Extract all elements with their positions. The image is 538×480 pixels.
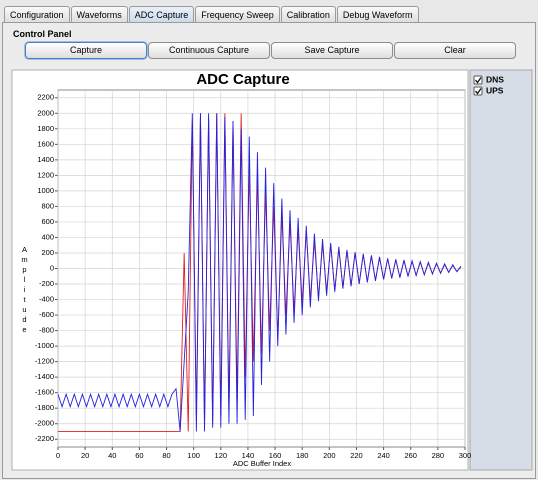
x-tick-label: 40: [108, 451, 116, 460]
y-tick-label: 1200: [37, 170, 54, 179]
y-tick-label: -1600: [35, 388, 54, 397]
legend-label: UPS: [486, 85, 504, 95]
x-tick-label: 280: [432, 451, 445, 460]
data-line: [57, 113, 462, 432]
y-tick-label: 2200: [37, 93, 54, 102]
x-tick-label: 260: [404, 451, 417, 460]
tab[interactable]: Calibration: [280, 6, 336, 23]
y-axis-label: Amplitude: [20, 245, 29, 335]
button[interactable]: Continuous Capture: [148, 42, 270, 59]
checkmark: [474, 88, 482, 95]
x-tick-label: 120: [215, 451, 228, 460]
y-tick-label: -1200: [35, 357, 54, 366]
y-tick-label: -200: [39, 279, 54, 288]
button[interactable]: Capture: [25, 42, 147, 59]
x-axis-label: ADC Buffer Index: [233, 459, 291, 468]
tab[interactable]: ADC Capture: [128, 6, 195, 23]
y-tick-label: -2000: [35, 419, 54, 428]
y-tick-label: 800: [41, 201, 54, 210]
x-tick-label: 80: [162, 451, 170, 460]
legend-panel: [469, 69, 533, 471]
y-tick-label: -1400: [35, 372, 54, 381]
y-tick-label: 1400: [37, 155, 54, 164]
y-tick-label: -1000: [35, 341, 54, 350]
x-tick-label: 60: [135, 451, 143, 460]
legend-label: DNS: [486, 74, 504, 84]
y-tick-label: -400: [39, 295, 54, 304]
y-tick-label: -1800: [35, 403, 54, 412]
y-tick-label: 0: [50, 263, 54, 272]
x-tick-label: 200: [323, 451, 336, 460]
x-tick-label: 0: [56, 451, 60, 460]
chart-title: ADC Capture: [196, 71, 289, 88]
button[interactable]: Clear: [394, 42, 516, 59]
y-tick-label: -800: [39, 326, 54, 335]
tab[interactable]: Debug Waveform: [336, 6, 419, 23]
y-tick-label: 2000: [37, 108, 54, 117]
tab[interactable]: Waveforms: [70, 6, 128, 23]
y-tick-label: 400: [41, 232, 54, 241]
x-tick-label: 100: [187, 451, 200, 460]
tab[interactable]: Frequency Sweep: [195, 6, 280, 23]
panel-title: Control Panel: [13, 29, 72, 39]
x-tick-label: 180: [296, 451, 309, 460]
checkmark: [474, 77, 482, 84]
x-tick-label: 220: [350, 451, 363, 460]
y-tick-label: 200: [41, 248, 54, 257]
button[interactable]: Save Capture: [271, 42, 393, 59]
y-tick-label: 1000: [37, 186, 54, 195]
x-tick-label: 160: [269, 451, 282, 460]
y-tick-label: 600: [41, 217, 54, 226]
y-tick-label: 1600: [37, 139, 54, 148]
tab[interactable]: Configuration: [4, 6, 70, 23]
y-tick-label: -600: [39, 310, 54, 319]
tab-bar: Configuration Waveforms ADC Capture Frequen…: [4, 6, 420, 23]
x-tick-label: 300: [459, 451, 472, 460]
y-tick-label: -2200: [35, 434, 54, 443]
x-tick-label: 240: [377, 451, 390, 460]
x-tick-label: 140: [242, 451, 255, 460]
x-tick-label: 20: [81, 451, 89, 460]
y-tick-label: 1800: [37, 124, 54, 133]
